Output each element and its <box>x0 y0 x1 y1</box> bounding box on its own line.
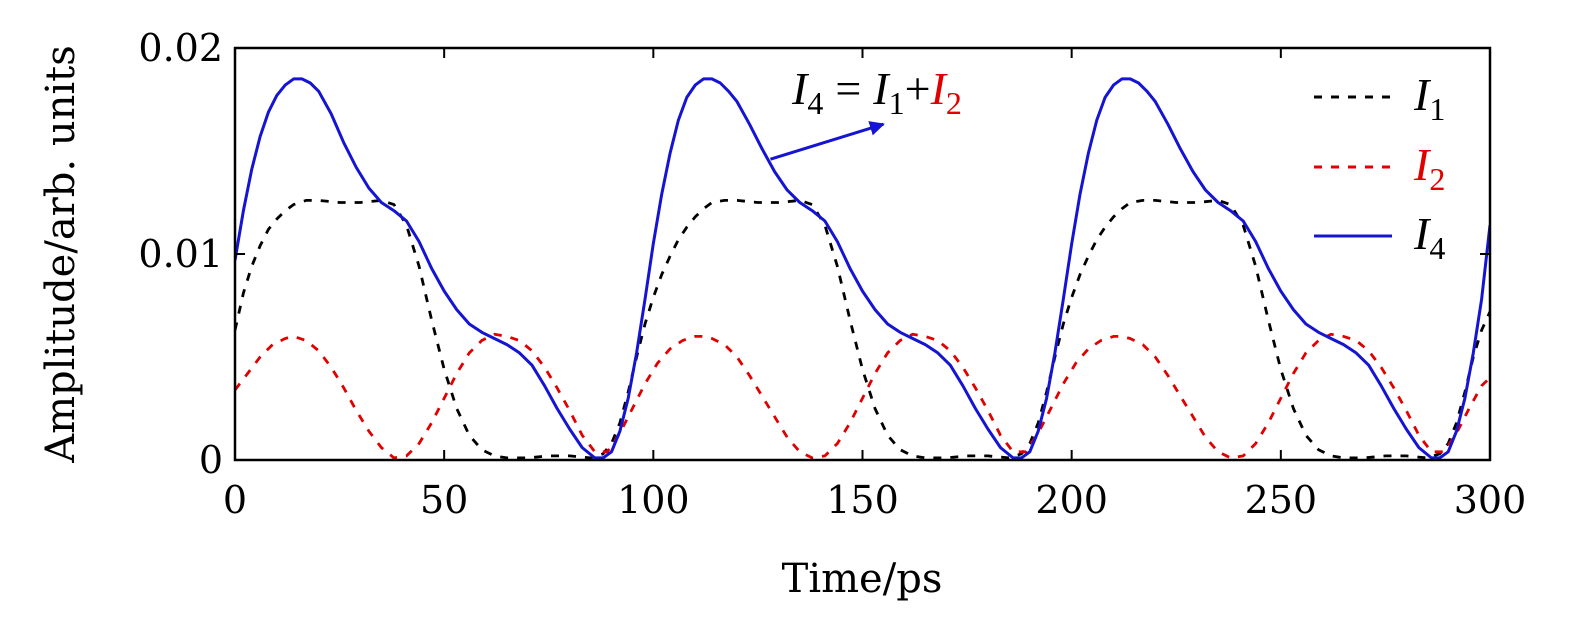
x-tick-label: 0 <box>223 478 247 522</box>
ticks-layer: 0 50 100 150 200 250 300 0 0.01 0.02 <box>138 26 1526 522</box>
annotation-lhs-subscript: 4 <box>807 85 823 121</box>
x-tick-label: 100 <box>617 478 690 522</box>
y-tick-label: 0.01 <box>138 232 223 276</box>
y-tick-label: 0.02 <box>138 26 223 70</box>
annotation-term2-subscript: 2 <box>946 85 962 121</box>
x-tick-label: 150 <box>826 478 899 522</box>
series-line-i4 <box>235 77 1490 460</box>
annotation-term1-subscript: 1 <box>889 85 905 121</box>
annotation-equation: I4 = I1+I2 <box>791 63 962 121</box>
annotation-term2-symbol: I <box>930 63 949 114</box>
x-tick-label: 200 <box>1035 478 1108 522</box>
annotation-plus: + <box>905 63 931 114</box>
x-tick-label: 50 <box>420 478 468 522</box>
series-layer <box>235 77 1490 460</box>
x-tick-label: 300 <box>1454 478 1527 522</box>
y-axis-label: Amplitude/arb. units <box>38 45 84 464</box>
x-tick-label: 250 <box>1245 478 1318 522</box>
x-axis-label: Time/ps <box>782 556 943 602</box>
y-tick-label: 0 <box>199 438 223 482</box>
annotation-arrow <box>770 121 885 161</box>
series-line-i1 <box>235 199 1490 460</box>
legend-label-i4: I4 <box>1413 208 1445 266</box>
annotation-equals: = <box>835 63 861 114</box>
annotation-lhs-symbol: I <box>791 63 810 114</box>
legend-label-i2: I2 <box>1413 139 1445 197</box>
legend: I1 I2 I4 <box>1314 69 1445 266</box>
annotation-term1-symbol: I <box>872 63 891 114</box>
legend-label-i1: I1 <box>1413 69 1445 127</box>
series-line-i2 <box>235 332 1490 460</box>
